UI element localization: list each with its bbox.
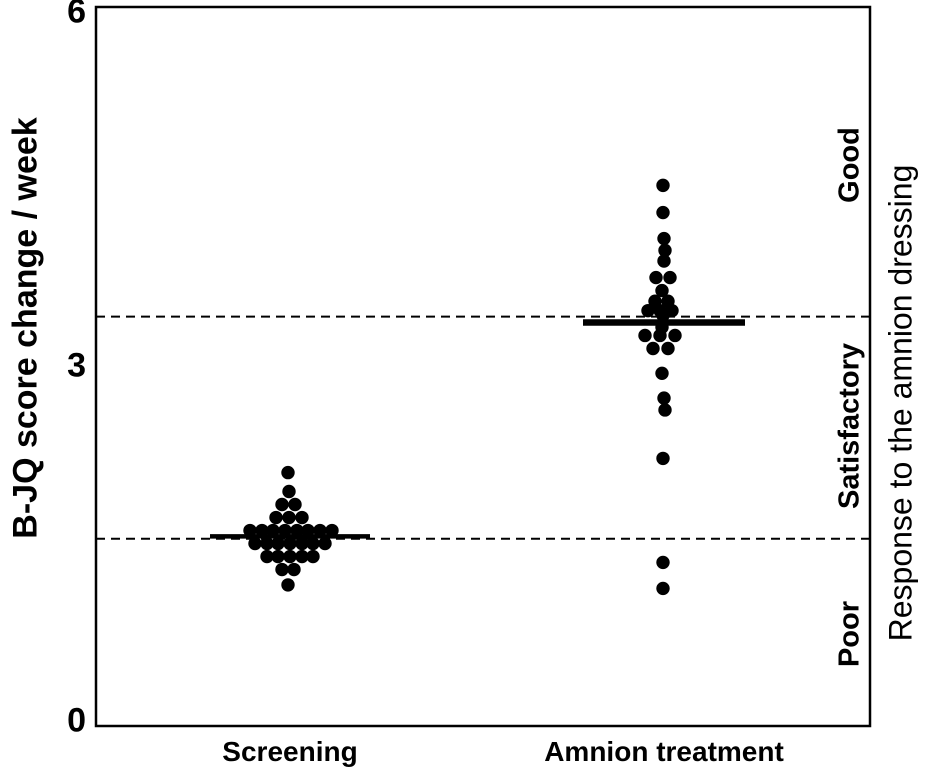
band-label-satisfactory: Satisfactory <box>833 342 866 510</box>
data-point <box>638 328 652 343</box>
data-point <box>290 523 304 538</box>
data-point <box>656 581 670 596</box>
data-point <box>283 549 297 564</box>
data-point <box>656 178 670 193</box>
data-point <box>657 231 671 246</box>
y-tick-6: 6 <box>67 0 86 31</box>
data-point <box>318 536 332 551</box>
data-point <box>661 341 675 356</box>
data-point <box>657 254 671 268</box>
data-point <box>655 366 669 381</box>
data-point <box>325 523 339 538</box>
data-point <box>266 523 280 538</box>
data-point <box>649 270 663 285</box>
data-point <box>295 510 309 525</box>
right-axis-label: Response to the amnion dressing <box>882 164 919 642</box>
data-point <box>295 549 309 564</box>
data-point <box>655 283 669 298</box>
y-tick-3: 3 <box>67 347 86 386</box>
data-point <box>658 403 672 417</box>
data-point <box>306 549 320 564</box>
plot-frame <box>94 5 872 728</box>
data-point <box>656 205 670 220</box>
data-point <box>313 523 327 538</box>
data-point <box>260 536 274 551</box>
data-point <box>275 497 289 512</box>
data-point <box>282 484 296 499</box>
data-point <box>306 536 320 551</box>
data-point <box>282 510 296 525</box>
data-point <box>657 391 671 405</box>
data-point <box>295 536 309 551</box>
data-point <box>658 243 672 258</box>
y-axis-label: B-JQ score change / week <box>6 117 45 539</box>
data-point <box>243 523 257 538</box>
x-label-screening: Screening <box>222 736 358 767</box>
data-point <box>278 523 292 538</box>
data-point <box>283 536 297 551</box>
data-point <box>248 536 262 551</box>
data-point <box>260 549 274 564</box>
y-tick-0: 0 <box>67 701 86 740</box>
data-point <box>281 578 295 592</box>
data-point <box>281 465 295 480</box>
band-label-poor: Poor <box>833 600 866 668</box>
data-point <box>288 497 302 512</box>
data-point <box>668 328 682 343</box>
data-point <box>656 451 670 466</box>
data-point <box>287 562 301 577</box>
band-label-good: Good <box>833 127 866 203</box>
data-point <box>653 328 667 343</box>
data-point <box>656 308 670 323</box>
data-point <box>641 303 655 318</box>
data-point <box>646 341 660 356</box>
data-point <box>663 270 677 285</box>
data-point <box>271 549 285 564</box>
data-point <box>255 523 269 538</box>
data-point <box>656 555 670 570</box>
data-point <box>301 523 315 538</box>
data-point <box>271 536 285 551</box>
x-label-amnion-treatment: Amnion treatment <box>544 736 784 767</box>
data-point <box>269 510 283 525</box>
data-point <box>275 562 289 577</box>
